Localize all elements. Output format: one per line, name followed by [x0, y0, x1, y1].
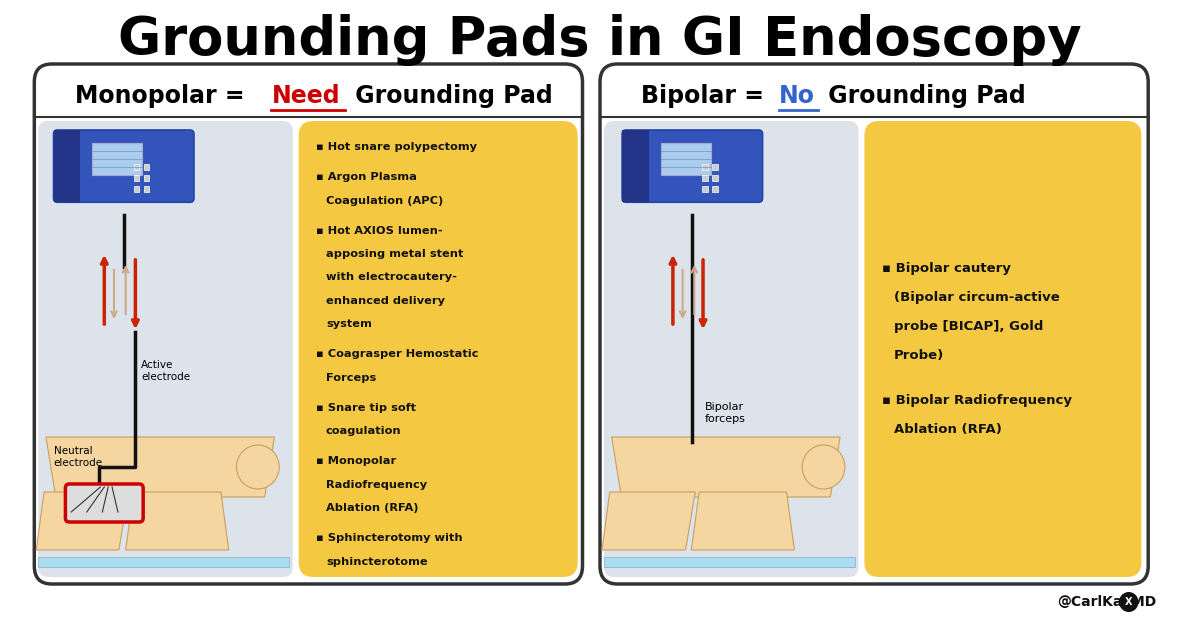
- FancyBboxPatch shape: [600, 64, 1148, 584]
- Bar: [144, 186, 149, 192]
- Text: sphincterotome: sphincterotome: [326, 557, 427, 567]
- FancyBboxPatch shape: [661, 143, 710, 175]
- Text: ▪ Bipolar cautery: ▪ Bipolar cautery: [882, 262, 1010, 275]
- Bar: [133, 186, 139, 192]
- FancyBboxPatch shape: [604, 121, 858, 577]
- Text: ▪ Hot snare polypectomy: ▪ Hot snare polypectomy: [316, 142, 478, 152]
- Text: Ablation (RFA): Ablation (RFA): [894, 423, 1002, 436]
- Polygon shape: [691, 492, 794, 550]
- Text: ▪ Snare tip soft: ▪ Snare tip soft: [316, 403, 416, 413]
- FancyBboxPatch shape: [92, 143, 142, 175]
- FancyBboxPatch shape: [622, 130, 648, 202]
- FancyBboxPatch shape: [54, 130, 194, 202]
- FancyBboxPatch shape: [38, 121, 293, 577]
- Text: Coagulation (APC): Coagulation (APC): [326, 195, 443, 205]
- Text: Ablation (RFA): Ablation (RFA): [326, 503, 419, 514]
- Text: No: No: [779, 84, 815, 108]
- Circle shape: [236, 445, 280, 489]
- Text: ▪ Coagrasper Hemostatic: ▪ Coagrasper Hemostatic: [316, 350, 479, 360]
- Text: ▪ Argon Plasma: ▪ Argon Plasma: [316, 172, 418, 182]
- Bar: [144, 164, 149, 170]
- Polygon shape: [602, 492, 695, 550]
- Text: Grounding Pad: Grounding Pad: [820, 84, 1026, 108]
- Polygon shape: [36, 492, 128, 550]
- Text: Grounding Pads in GI Endoscopy: Grounding Pads in GI Endoscopy: [118, 14, 1082, 66]
- Text: with electrocautery-: with electrocautery-: [326, 272, 457, 282]
- Polygon shape: [612, 437, 840, 497]
- Text: apposing metal stent: apposing metal stent: [326, 249, 463, 259]
- Bar: [702, 186, 708, 192]
- Text: Grounding Pad: Grounding Pad: [347, 84, 553, 108]
- FancyBboxPatch shape: [35, 64, 582, 584]
- Polygon shape: [126, 492, 229, 550]
- Bar: [712, 186, 718, 192]
- Text: (Bipolar circum-active: (Bipolar circum-active: [894, 291, 1060, 304]
- Text: Probe): Probe): [894, 349, 943, 362]
- Bar: [712, 175, 718, 181]
- FancyBboxPatch shape: [66, 484, 143, 522]
- Polygon shape: [604, 557, 854, 567]
- Text: Radiofrequency: Radiofrequency: [326, 480, 427, 490]
- FancyBboxPatch shape: [622, 130, 762, 202]
- FancyBboxPatch shape: [864, 121, 1141, 577]
- FancyBboxPatch shape: [54, 130, 80, 202]
- Text: Need: Need: [271, 84, 340, 108]
- Bar: [133, 175, 139, 181]
- Polygon shape: [46, 437, 275, 497]
- Text: Monopolar =: Monopolar =: [76, 84, 253, 108]
- Circle shape: [1120, 592, 1139, 612]
- Text: Neutral
electrode: Neutral electrode: [54, 446, 103, 468]
- Text: ▪ Monopolar: ▪ Monopolar: [316, 457, 396, 466]
- Text: ▪ Bipolar Radiofrequency: ▪ Bipolar Radiofrequency: [882, 394, 1072, 407]
- Bar: [702, 175, 708, 181]
- Text: Bipolar =: Bipolar =: [641, 84, 772, 108]
- Text: probe [BICAP], Gold: probe [BICAP], Gold: [894, 320, 1043, 333]
- Text: Forceps: Forceps: [326, 373, 376, 383]
- Text: Active
electrode: Active electrode: [142, 360, 191, 382]
- Bar: [712, 164, 718, 170]
- Text: @CarlKayMD: @CarlKayMD: [1057, 595, 1156, 609]
- Text: X: X: [1126, 597, 1133, 607]
- Circle shape: [802, 445, 845, 489]
- Text: ▪ Sphincterotomy with: ▪ Sphincterotomy with: [316, 534, 463, 544]
- Text: Bipolar
forceps: Bipolar forceps: [704, 402, 746, 424]
- Text: ▪ Hot AXIOS lumen-: ▪ Hot AXIOS lumen-: [316, 226, 443, 236]
- Text: enhanced delivery: enhanced delivery: [326, 296, 445, 306]
- Bar: [133, 164, 139, 170]
- Polygon shape: [38, 557, 289, 567]
- Text: system: system: [326, 320, 372, 330]
- FancyBboxPatch shape: [299, 121, 577, 577]
- Bar: [144, 175, 149, 181]
- Bar: [702, 164, 708, 170]
- Text: coagulation: coagulation: [326, 427, 402, 437]
